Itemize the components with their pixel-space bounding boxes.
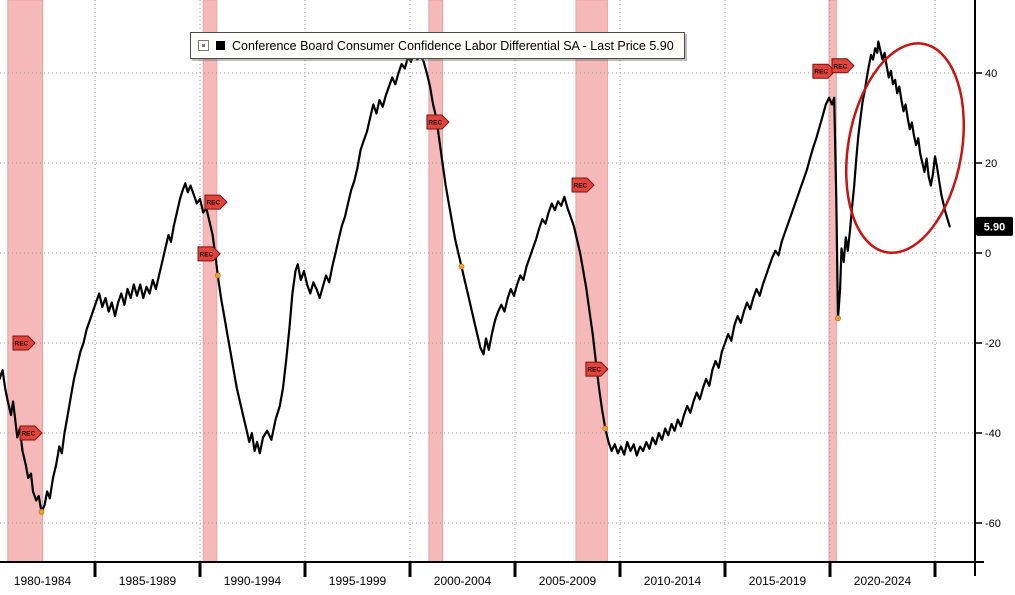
price-line xyxy=(0,40,951,513)
last-price-badge xyxy=(976,216,1013,236)
rec-marker xyxy=(19,425,43,441)
recession-band xyxy=(575,0,608,563)
x-axis-label: 2015-2019 xyxy=(749,574,807,588)
y-axis-label: 20 xyxy=(985,158,997,170)
x-axis-label: 1980-1984 xyxy=(14,574,72,588)
rec-marker xyxy=(812,63,836,79)
rec-marker-label: REC xyxy=(574,183,588,190)
rec-marker-label: REC xyxy=(200,251,214,258)
y-axis-label: -40 xyxy=(985,428,1001,440)
rec-marker-label: REC xyxy=(587,367,601,374)
highlight-ellipse xyxy=(844,42,966,255)
event-dot xyxy=(38,508,45,515)
legend-collapse-icon[interactable] xyxy=(198,40,209,51)
rec-marker xyxy=(831,58,855,74)
legend-series-swatch xyxy=(216,41,225,50)
y-axis-label: -60 xyxy=(985,518,1001,530)
x-axis-label: 2000-2004 xyxy=(434,574,492,588)
x-axis-label: 1990-1994 xyxy=(224,574,282,588)
event-dot xyxy=(602,425,609,432)
rec-marker xyxy=(197,246,221,262)
y-axis-label: -20 xyxy=(985,338,1001,350)
x-axis-label: 2010-2014 xyxy=(644,574,702,588)
rec-marker-label: REC xyxy=(21,431,35,438)
last-price-label: 5.90 xyxy=(984,221,1005,233)
legend-collapse-glyph xyxy=(202,44,205,47)
rec-marker xyxy=(585,361,609,377)
recession-band xyxy=(202,0,218,563)
rec-marker-label: REC xyxy=(834,63,848,70)
event-dot xyxy=(214,272,221,279)
x-axis-label: 2020-2024 xyxy=(854,574,912,588)
y-axis-label: 0 xyxy=(985,248,991,260)
y-axis-label: 40 xyxy=(985,68,997,80)
x-axis-label: 1985-1989 xyxy=(119,574,177,588)
rec-marker-label: REC xyxy=(428,120,442,127)
event-dot xyxy=(458,263,465,270)
x-axis-label: 1995-1999 xyxy=(329,574,387,588)
rec-marker-label: REC xyxy=(15,341,29,348)
rec-marker xyxy=(204,194,228,210)
rec-marker-label: REC xyxy=(206,200,220,207)
rec-marker-label: REC xyxy=(814,69,828,76)
legend-series-label: Conference Board Consumer Confidence Lab… xyxy=(232,38,674,53)
recession-band xyxy=(7,0,44,563)
recession-band xyxy=(428,0,443,563)
x-axis-label: 2005-2009 xyxy=(539,574,597,588)
rec-marker xyxy=(426,114,450,130)
event-dot xyxy=(835,315,841,322)
rec-marker xyxy=(571,177,595,193)
rec-marker xyxy=(12,335,36,351)
chart-legend[interactable]: Conference Board Consumer Confidence Lab… xyxy=(190,32,685,59)
